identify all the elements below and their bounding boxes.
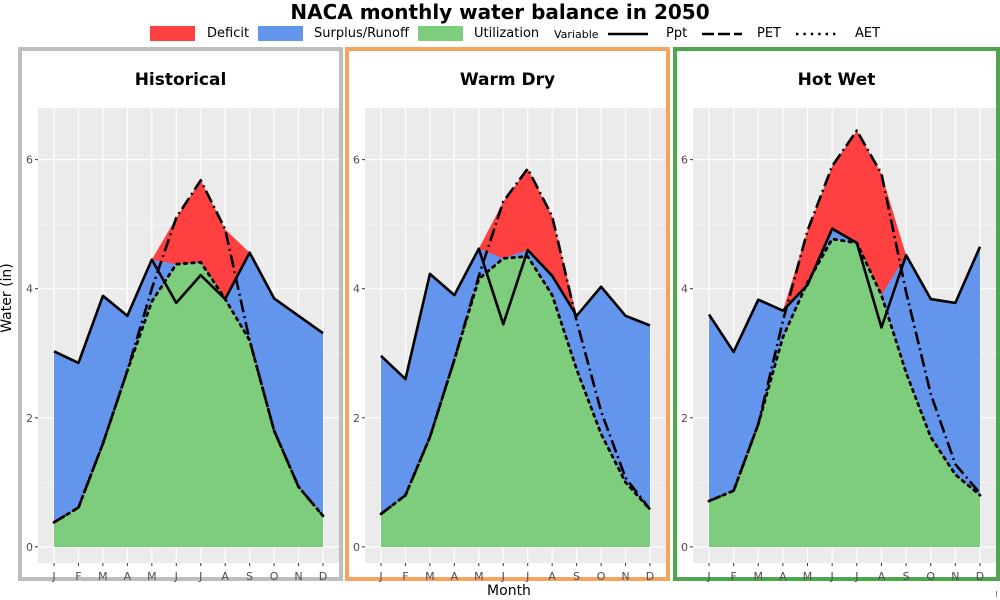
x-tick-label: J: [198, 570, 202, 583]
x-tick-label: J: [830, 570, 834, 583]
ppt-line: [380, 247, 651, 381]
ppt-line: [707, 227, 982, 354]
y-tick-label: 2: [26, 412, 33, 425]
utilization-area: [709, 239, 980, 547]
legend-label-utilization: Utilization: [474, 26, 540, 41]
aet-line: [379, 254, 652, 516]
x-tick-label: N: [621, 570, 629, 583]
legend-label-surplus: Surplus/Runoff: [314, 26, 409, 41]
y-tick-label: 2: [353, 412, 360, 425]
x-tick-label: J: [174, 570, 178, 583]
legend-key-utilization: [418, 26, 463, 41]
legend-key-deficit: [150, 26, 195, 41]
panel-plot: 0 2 4 6 J F M A M J J A S O N D: [681, 108, 996, 583]
pet-line: [380, 167, 652, 515]
x-tick-label: D: [319, 570, 327, 583]
x-tick-label: O: [270, 570, 279, 583]
x-tick-label: M: [147, 570, 157, 583]
x-tick-label: N: [294, 570, 302, 583]
legend-label-aet: AET: [855, 26, 881, 41]
y-axis-label: Water (in): [0, 263, 15, 333]
y-tick-label: 0: [26, 541, 33, 554]
x-tick-label: N: [951, 570, 959, 583]
legend-label-pet: PET: [757, 26, 781, 41]
x-tick-label: J: [51, 570, 55, 583]
panel-plot: 0 2 4 6 J F M A M J J A S O N D: [353, 108, 666, 583]
legend-key-surplus: [258, 26, 303, 41]
legend-label-ppt: Ppt: [666, 26, 688, 41]
x-tick-label: S: [246, 570, 253, 583]
x-tick-label: A: [878, 570, 886, 583]
x-tick-label: F: [402, 570, 408, 583]
y-tick-label: 0: [353, 541, 360, 554]
y-tick-label: 6: [26, 154, 33, 167]
x-tick-label: M: [803, 570, 813, 583]
x-tick-label: F: [75, 570, 81, 583]
utilization-area: [54, 262, 323, 547]
x-tick-label: M: [425, 570, 435, 583]
x-tick-label: D: [646, 570, 654, 583]
chart-title: NACA monthly water balance in 2050: [290, 0, 710, 24]
panel-hot-wet: Hot Wet 0 2 4 6 J F M A M J J A S O N D: [673, 47, 1000, 583]
panel-historical: Historical 0 2 4 6 J F M A M J J A S O N D: [18, 47, 343, 583]
x-tick-label: M: [754, 570, 764, 583]
y-tick-label: 6: [353, 154, 360, 167]
panel-title: Hot Wet: [797, 70, 876, 90]
x-tick-label: A: [779, 570, 787, 583]
y-tick-label: 2: [681, 412, 688, 425]
x-tick-label: M: [474, 570, 484, 583]
utilization-area: [381, 256, 650, 547]
x-tick-label: S: [573, 570, 580, 583]
x-tick-label: A: [221, 570, 229, 583]
aet-line: [707, 237, 982, 503]
x-tick-label: J: [378, 570, 382, 583]
panel-warm-dry: Warm Dry 0 2 4 6 J F M A M J J A S O N D: [345, 47, 670, 583]
x-tick-label: S: [903, 570, 910, 583]
x-tick-label: J: [501, 570, 505, 583]
x-tick-label: O: [926, 570, 935, 583]
pet-line: [53, 178, 324, 524]
x-tick-label: M: [98, 570, 108, 583]
x-tick-label: A: [451, 570, 459, 583]
y-tick-label: 4: [681, 283, 688, 296]
y-tick-label: 4: [353, 283, 360, 296]
corner-mark: [996, 591, 997, 597]
ppt-line: [53, 251, 324, 365]
x-tick-label: J: [525, 570, 529, 583]
pet-line: [708, 129, 981, 503]
legend-keys: [150, 26, 838, 41]
x-tick-label: A: [124, 570, 132, 583]
x-tick-label: A: [548, 570, 556, 583]
panel-title: Warm Dry: [459, 70, 556, 90]
x-tick-label: J: [706, 570, 710, 583]
panel-plot: 0 2 4 6 J F M A M J J A S O N D: [26, 108, 339, 583]
x-tick-label: D: [976, 570, 984, 583]
x-tick-label: J: [854, 570, 858, 583]
x-tick-label: O: [597, 570, 606, 583]
panel-title: Historical: [134, 70, 227, 90]
legend-title-variable: Variable: [554, 28, 599, 41]
x-axis-label: Month: [487, 583, 531, 599]
y-tick-label: 4: [26, 283, 33, 296]
legend: Deficit Surplus/Runoff Utilization Varia…: [0, 24, 1000, 44]
y-tick-label: 6: [681, 154, 688, 167]
x-tick-label: F: [730, 570, 736, 583]
y-tick-label: 0: [681, 541, 688, 554]
legend-label-deficit: Deficit: [207, 26, 250, 41]
